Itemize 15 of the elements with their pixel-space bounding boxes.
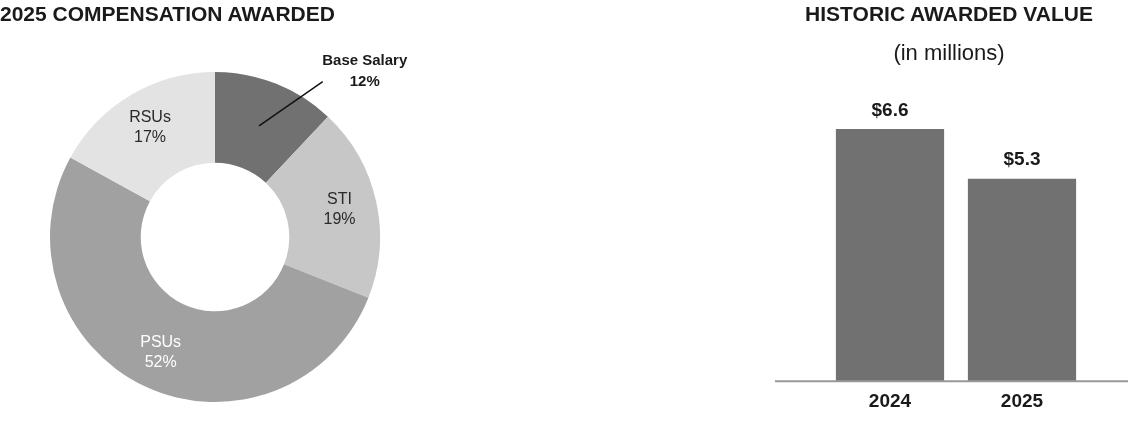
chart-title: HISTORIC AWARDED VALUE xyxy=(804,2,1094,26)
slice-label: RSUs xyxy=(129,107,171,125)
x-tick-label: 2025 xyxy=(1000,389,1044,411)
data-label: $6.6 xyxy=(871,98,909,120)
x-tick-label: 2024 xyxy=(868,389,912,411)
data-label: $5.3 xyxy=(1003,148,1041,170)
slice-label: STI xyxy=(327,189,352,207)
data-label: 52% xyxy=(144,352,177,370)
data-label: 17% xyxy=(134,127,167,145)
slice-label: Base Salary xyxy=(322,50,408,68)
data-label: 19% xyxy=(323,209,356,227)
chart-title: 2025 COMPENSATION AWARDED xyxy=(0,2,335,26)
data-label: 12% xyxy=(349,71,380,89)
chart-subtitle: (in millions) xyxy=(892,40,1006,66)
slice-label: PSUs xyxy=(140,332,182,350)
